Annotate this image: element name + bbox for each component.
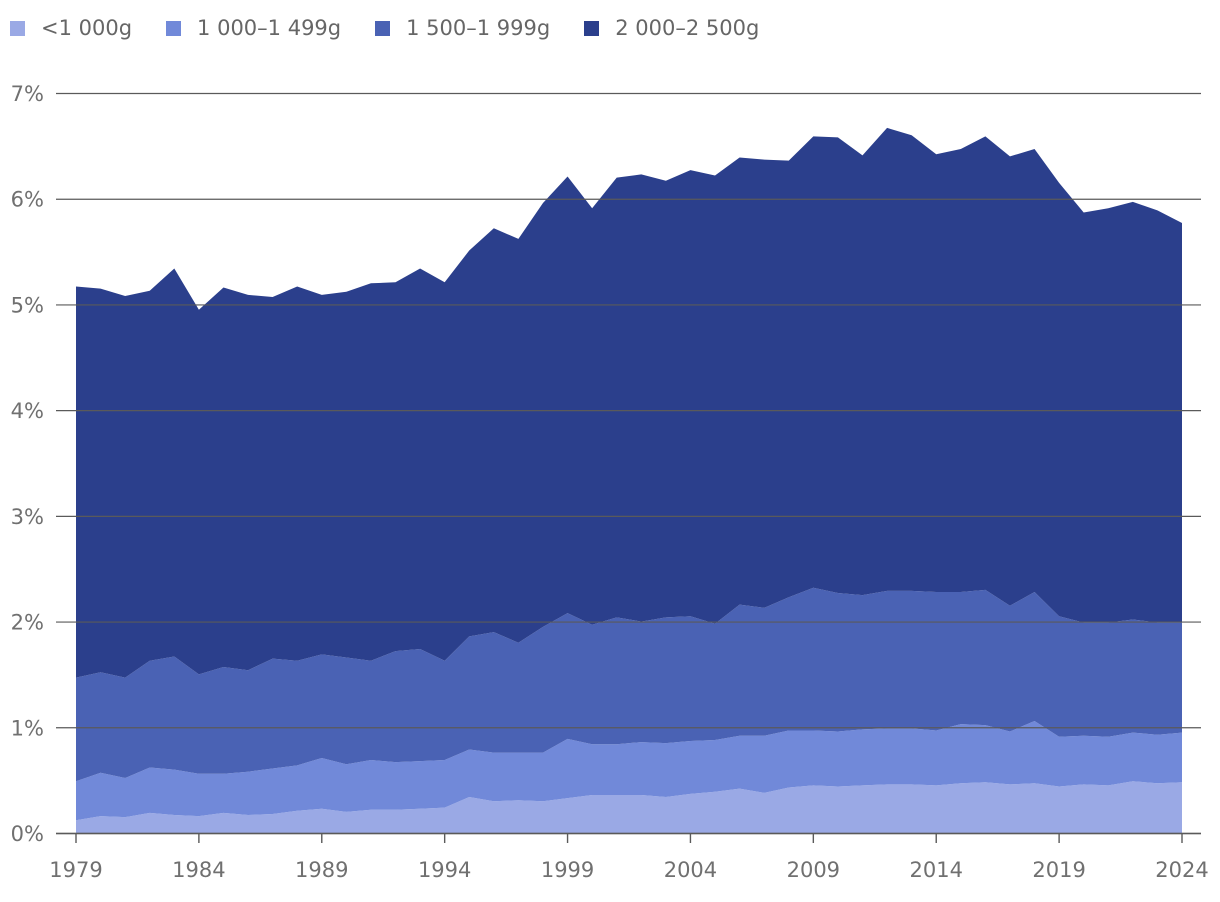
- legend-swatch: [375, 20, 391, 36]
- x-tick-label: 1984: [172, 858, 225, 882]
- legend-label: <1 000g: [41, 16, 133, 40]
- x-tick-label: 1999: [541, 858, 594, 882]
- x-tick-label: 2014: [909, 858, 962, 882]
- area-series-1: [76, 720, 1182, 821]
- y-tick-label: 4%: [11, 399, 44, 423]
- legend-item-2000-2500g[interactable]: 2 000–2 500g: [584, 16, 759, 40]
- legend-label: 1 500–1 999g: [406, 16, 551, 40]
- area-series-2: [76, 587, 1182, 782]
- legend-swatch: [166, 20, 182, 36]
- x-tick-label: 1979: [49, 858, 102, 882]
- y-tick-label: 3%: [11, 505, 44, 529]
- area-series-0: [76, 781, 1182, 833]
- y-tick-label: 0%: [11, 822, 44, 846]
- y-tick-label: 7%: [11, 82, 44, 106]
- legend-swatch: [584, 20, 600, 36]
- legend-label: 1 000–1 499g: [197, 16, 342, 40]
- legend-swatch: [10, 20, 25, 36]
- legend: <1 000g 1 000–1 499g 1 500–1 999g 2 000–…: [10, 12, 793, 44]
- legend-item-under-1000g[interactable]: <1 000g: [10, 16, 132, 40]
- x-tick-label: 2019: [1032, 858, 1085, 882]
- x-tick-label: 2004: [664, 858, 717, 882]
- x-tick-label: 1994: [418, 858, 471, 882]
- legend-label: 2 000–2 500g: [615, 16, 760, 40]
- y-tick-label: 6%: [11, 188, 44, 212]
- y-tick-label: 1%: [11, 716, 44, 740]
- y-tick-label: 5%: [11, 293, 44, 317]
- x-tick-label: 2009: [787, 858, 840, 882]
- x-tick-label: 1989: [295, 858, 348, 882]
- area-series-3: [76, 127, 1182, 678]
- legend-item-1000-1499g[interactable]: 1 000–1 499g: [166, 16, 341, 40]
- y-tick-label: 2%: [11, 611, 44, 635]
- legend-item-1500-1999g[interactable]: 1 500–1 999g: [375, 16, 550, 40]
- x-tick-label: 2024: [1155, 858, 1208, 882]
